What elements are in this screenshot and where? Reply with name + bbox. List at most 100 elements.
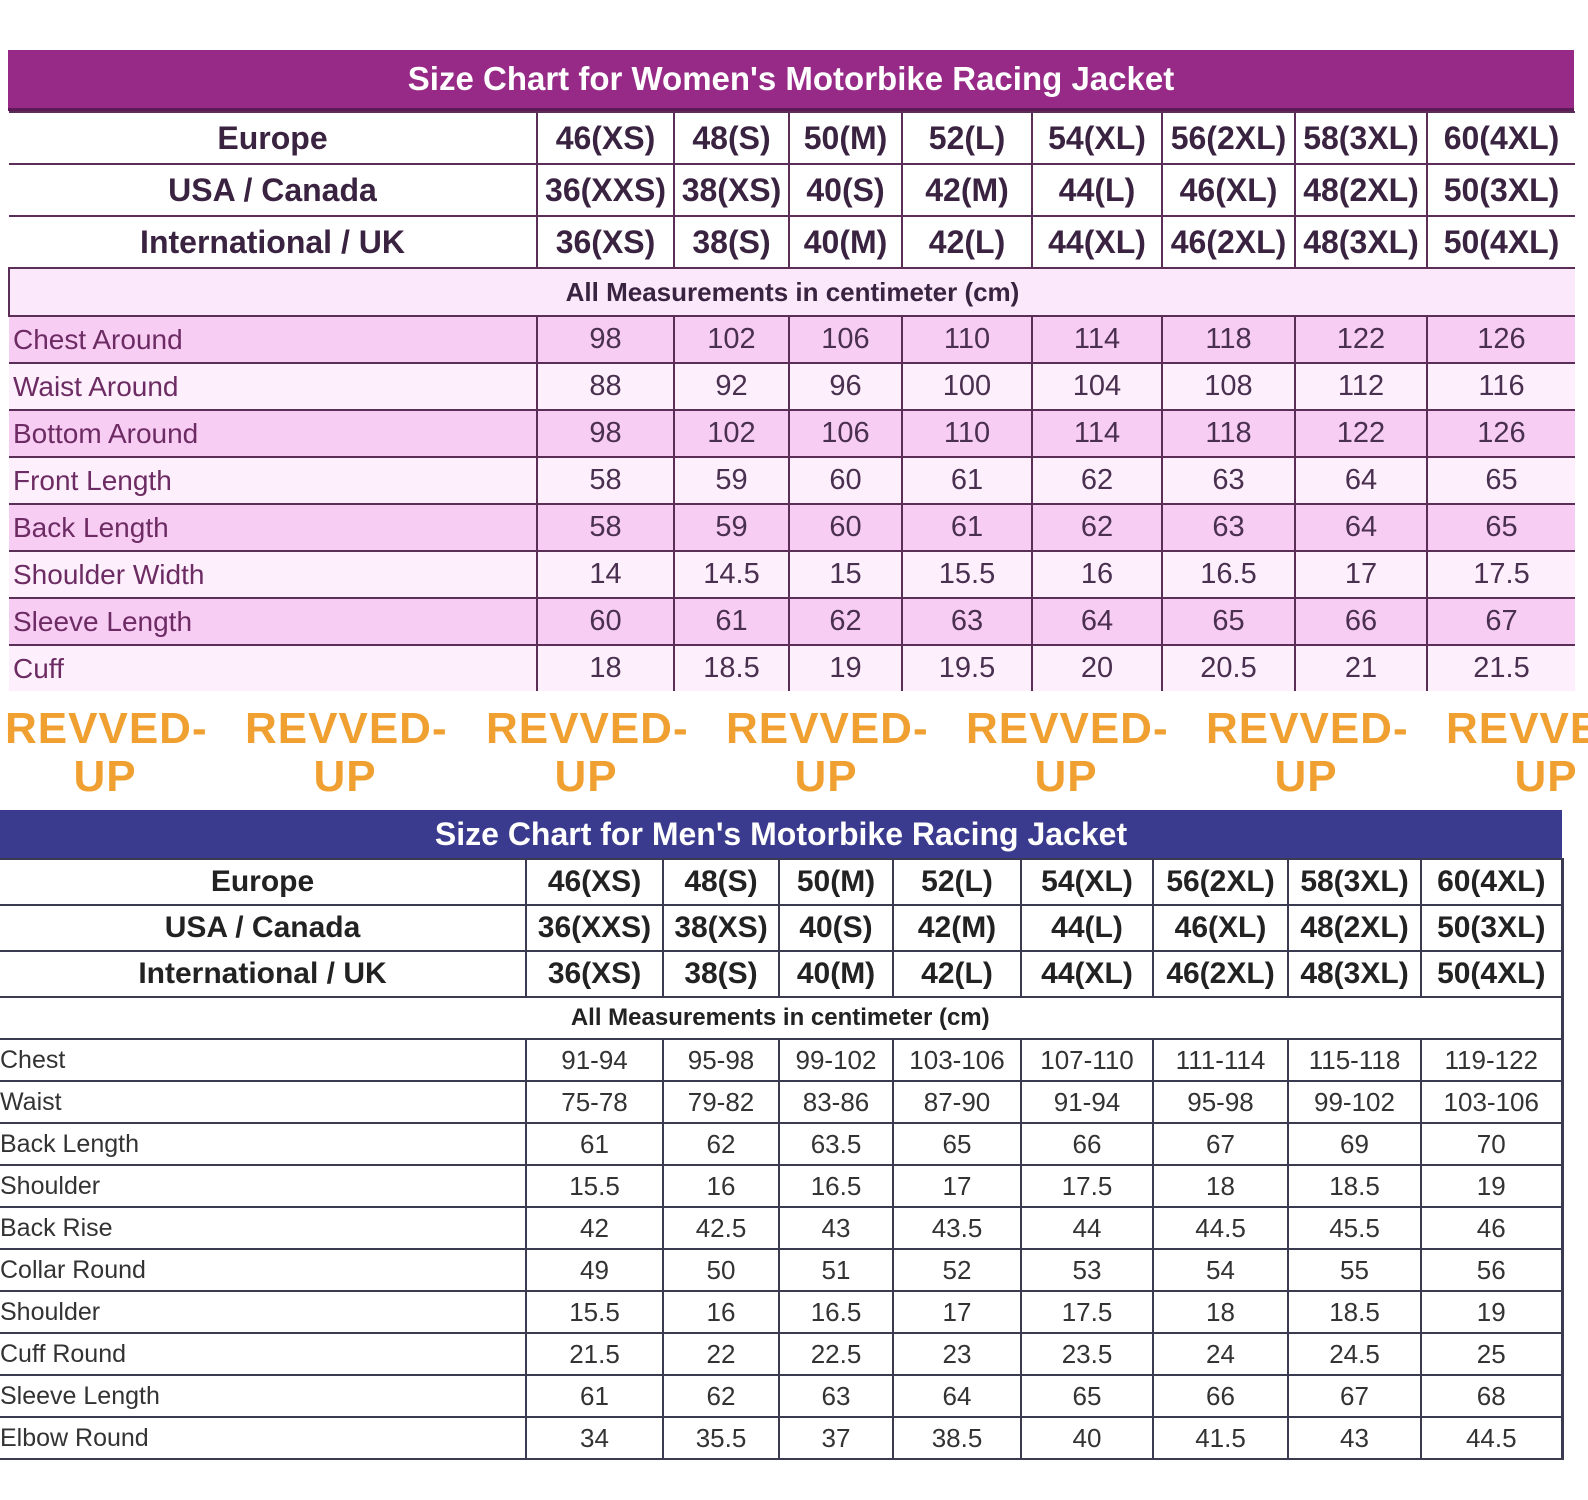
measurement-value: 63	[1161, 503, 1296, 552]
measurement-value: 102	[673, 315, 790, 364]
size-cell: 46(2XL)	[1161, 215, 1296, 269]
brand-logo: REVVED-UPGEARS	[966, 705, 1169, 805]
size-cell: 36(XS)	[525, 950, 664, 998]
measurement-label: Shoulder	[0, 1290, 527, 1334]
size-cell: 46(XS)	[525, 858, 664, 906]
measurement-value: 91-94	[525, 1038, 664, 1082]
measurement-value: 126	[1426, 315, 1575, 364]
measurement-value: 18.5	[1287, 1290, 1422, 1334]
brand-logo: REVVED-UPGEARS	[1446, 705, 1588, 805]
men-size-row: Europe 46(XS) 48(S) 50(M) 52(L) 54(XL) 56(2XL)…	[0, 858, 1564, 906]
measurement-value: 17.5	[1020, 1164, 1154, 1208]
measurement-value: 22.5	[778, 1332, 894, 1376]
size-cell: 52(L)	[892, 858, 1022, 906]
size-cell: 50(3XL)	[1426, 163, 1575, 217]
men-chart-title: Size Chart for Men's Motorbike Racing Ja…	[0, 810, 1562, 858]
women-size-table: Europe 46(XS) 48(S) 50(M) 52(L) 54(XL) 56(2XL)…	[8, 111, 1575, 691]
brand-name-line1: REVVED-UP	[1446, 705, 1588, 801]
measurement-value: 35.5	[662, 1416, 780, 1460]
women-size-chart: Size Chart for Women's Motorbike Racing …	[8, 50, 1575, 691]
measurement-value: 51	[778, 1248, 894, 1292]
measurement-value: 18	[1152, 1164, 1289, 1208]
size-cell: 48(3XL)	[1294, 215, 1428, 269]
measurement-value: 62	[1031, 456, 1163, 505]
measurement-value: 66	[1294, 597, 1428, 646]
brand-name-line1: REVVED-UP	[966, 705, 1169, 801]
measurement-row: Bottom Around 98 102 106 110 114 118 122 126	[9, 409, 1575, 458]
measurement-value: 16.5	[1161, 550, 1296, 599]
size-cell: 42(L)	[901, 215, 1033, 269]
measurement-label: Waist Around	[9, 362, 538, 411]
size-cell: 38(XS)	[673, 163, 790, 217]
measurement-value: 92	[673, 362, 790, 411]
size-cell: 60(4XL)	[1420, 858, 1564, 906]
measurement-value: 122	[1294, 315, 1428, 364]
measurement-row: Back Rise 42 42.5 43 43.5 44 44.5 45.5 46	[0, 1206, 1564, 1250]
measurement-value: 54	[1152, 1248, 1289, 1292]
measurement-value: 19	[788, 644, 903, 691]
measurement-value: 46	[1420, 1206, 1564, 1250]
measurement-value: 21	[1294, 644, 1428, 691]
measurement-value: 15.5	[525, 1164, 664, 1208]
size-cell: 50(M)	[788, 111, 903, 165]
measurement-value: 62	[788, 597, 903, 646]
measurement-value: 15.5	[525, 1290, 664, 1334]
measurement-value: 61	[901, 456, 1033, 505]
measurement-value: 68	[1420, 1374, 1564, 1418]
measurement-value: 61	[673, 597, 790, 646]
measurement-value: 65	[1426, 503, 1575, 552]
measurement-value: 83-86	[778, 1080, 894, 1124]
brand-logo: REVVED-UPGEARS	[1206, 705, 1409, 805]
brand-name-line1: REVVED-UP	[1206, 705, 1409, 801]
measurement-value: 64	[1031, 597, 1163, 646]
brand-name-line1: REVVED-UP	[245, 705, 448, 801]
measurement-value: 41.5	[1152, 1416, 1289, 1460]
size-cell: 52(L)	[901, 111, 1033, 165]
measurement-value: 100	[901, 362, 1033, 411]
measurement-value: 62	[662, 1374, 780, 1418]
measurement-value: 62	[1031, 503, 1163, 552]
size-cell: 60(4XL)	[1426, 111, 1575, 165]
measurement-value: 49	[525, 1248, 664, 1292]
measurement-value: 104	[1031, 362, 1163, 411]
measurement-value: 99-102	[778, 1038, 894, 1082]
measurement-row: Chest 91-94 95-98 99-102 103-106 107-110 111-1…	[0, 1038, 1564, 1082]
measurement-row: Sleeve Length 61 62 63 64 65 66 67 68	[0, 1374, 1564, 1418]
measurement-value: 59	[673, 503, 790, 552]
measurement-value: 63	[901, 597, 1033, 646]
size-cell: 54(XL)	[1020, 858, 1154, 906]
measurement-value: 43	[778, 1206, 894, 1250]
measurement-value: 37	[778, 1416, 894, 1460]
measurement-label: Chest	[0, 1038, 527, 1082]
measurement-label: Waist	[0, 1080, 527, 1124]
measurement-label: Front Length	[9, 456, 538, 505]
brand-name-line2: GEARS	[726, 801, 926, 806]
measurement-row: Shoulder Width 14 14.5 15 15.5 16 16.5 17 17.5	[9, 550, 1575, 599]
measurement-value: 19.5	[901, 644, 1033, 691]
measurement-value: 38.5	[892, 1416, 1022, 1460]
brand-name-line2: GEARS	[486, 801, 686, 806]
size-cell: 48(2XL)	[1287, 904, 1422, 952]
size-cell: 40(S)	[778, 904, 894, 952]
measurement-value: 114	[1031, 409, 1163, 458]
measurement-value: 118	[1161, 409, 1296, 458]
size-cell: 48(S)	[662, 858, 780, 906]
measurement-value: 16	[1031, 550, 1163, 599]
measurement-value: 95-98	[662, 1038, 780, 1082]
brand-name-line2: GEARS	[1446, 801, 1588, 806]
measurement-value: 21.5	[525, 1332, 664, 1376]
measurement-value: 65	[1426, 456, 1575, 505]
measurement-value: 17	[892, 1164, 1022, 1208]
measurement-label: Sleeve Length	[0, 1374, 527, 1418]
measurement-value: 118	[1161, 315, 1296, 364]
measurement-value: 20	[1031, 644, 1163, 691]
measurement-value: 62	[662, 1122, 780, 1166]
measurement-value: 24	[1152, 1332, 1289, 1376]
measurement-value: 16.5	[778, 1290, 894, 1334]
measurement-value: 18.5	[1287, 1164, 1422, 1208]
size-cell: 48(S)	[673, 111, 790, 165]
size-cell: 58(3XL)	[1287, 858, 1422, 906]
measurement-value: 15	[788, 550, 903, 599]
size-system-label: USA / Canada	[9, 163, 538, 217]
measurement-value: 126	[1426, 409, 1575, 458]
